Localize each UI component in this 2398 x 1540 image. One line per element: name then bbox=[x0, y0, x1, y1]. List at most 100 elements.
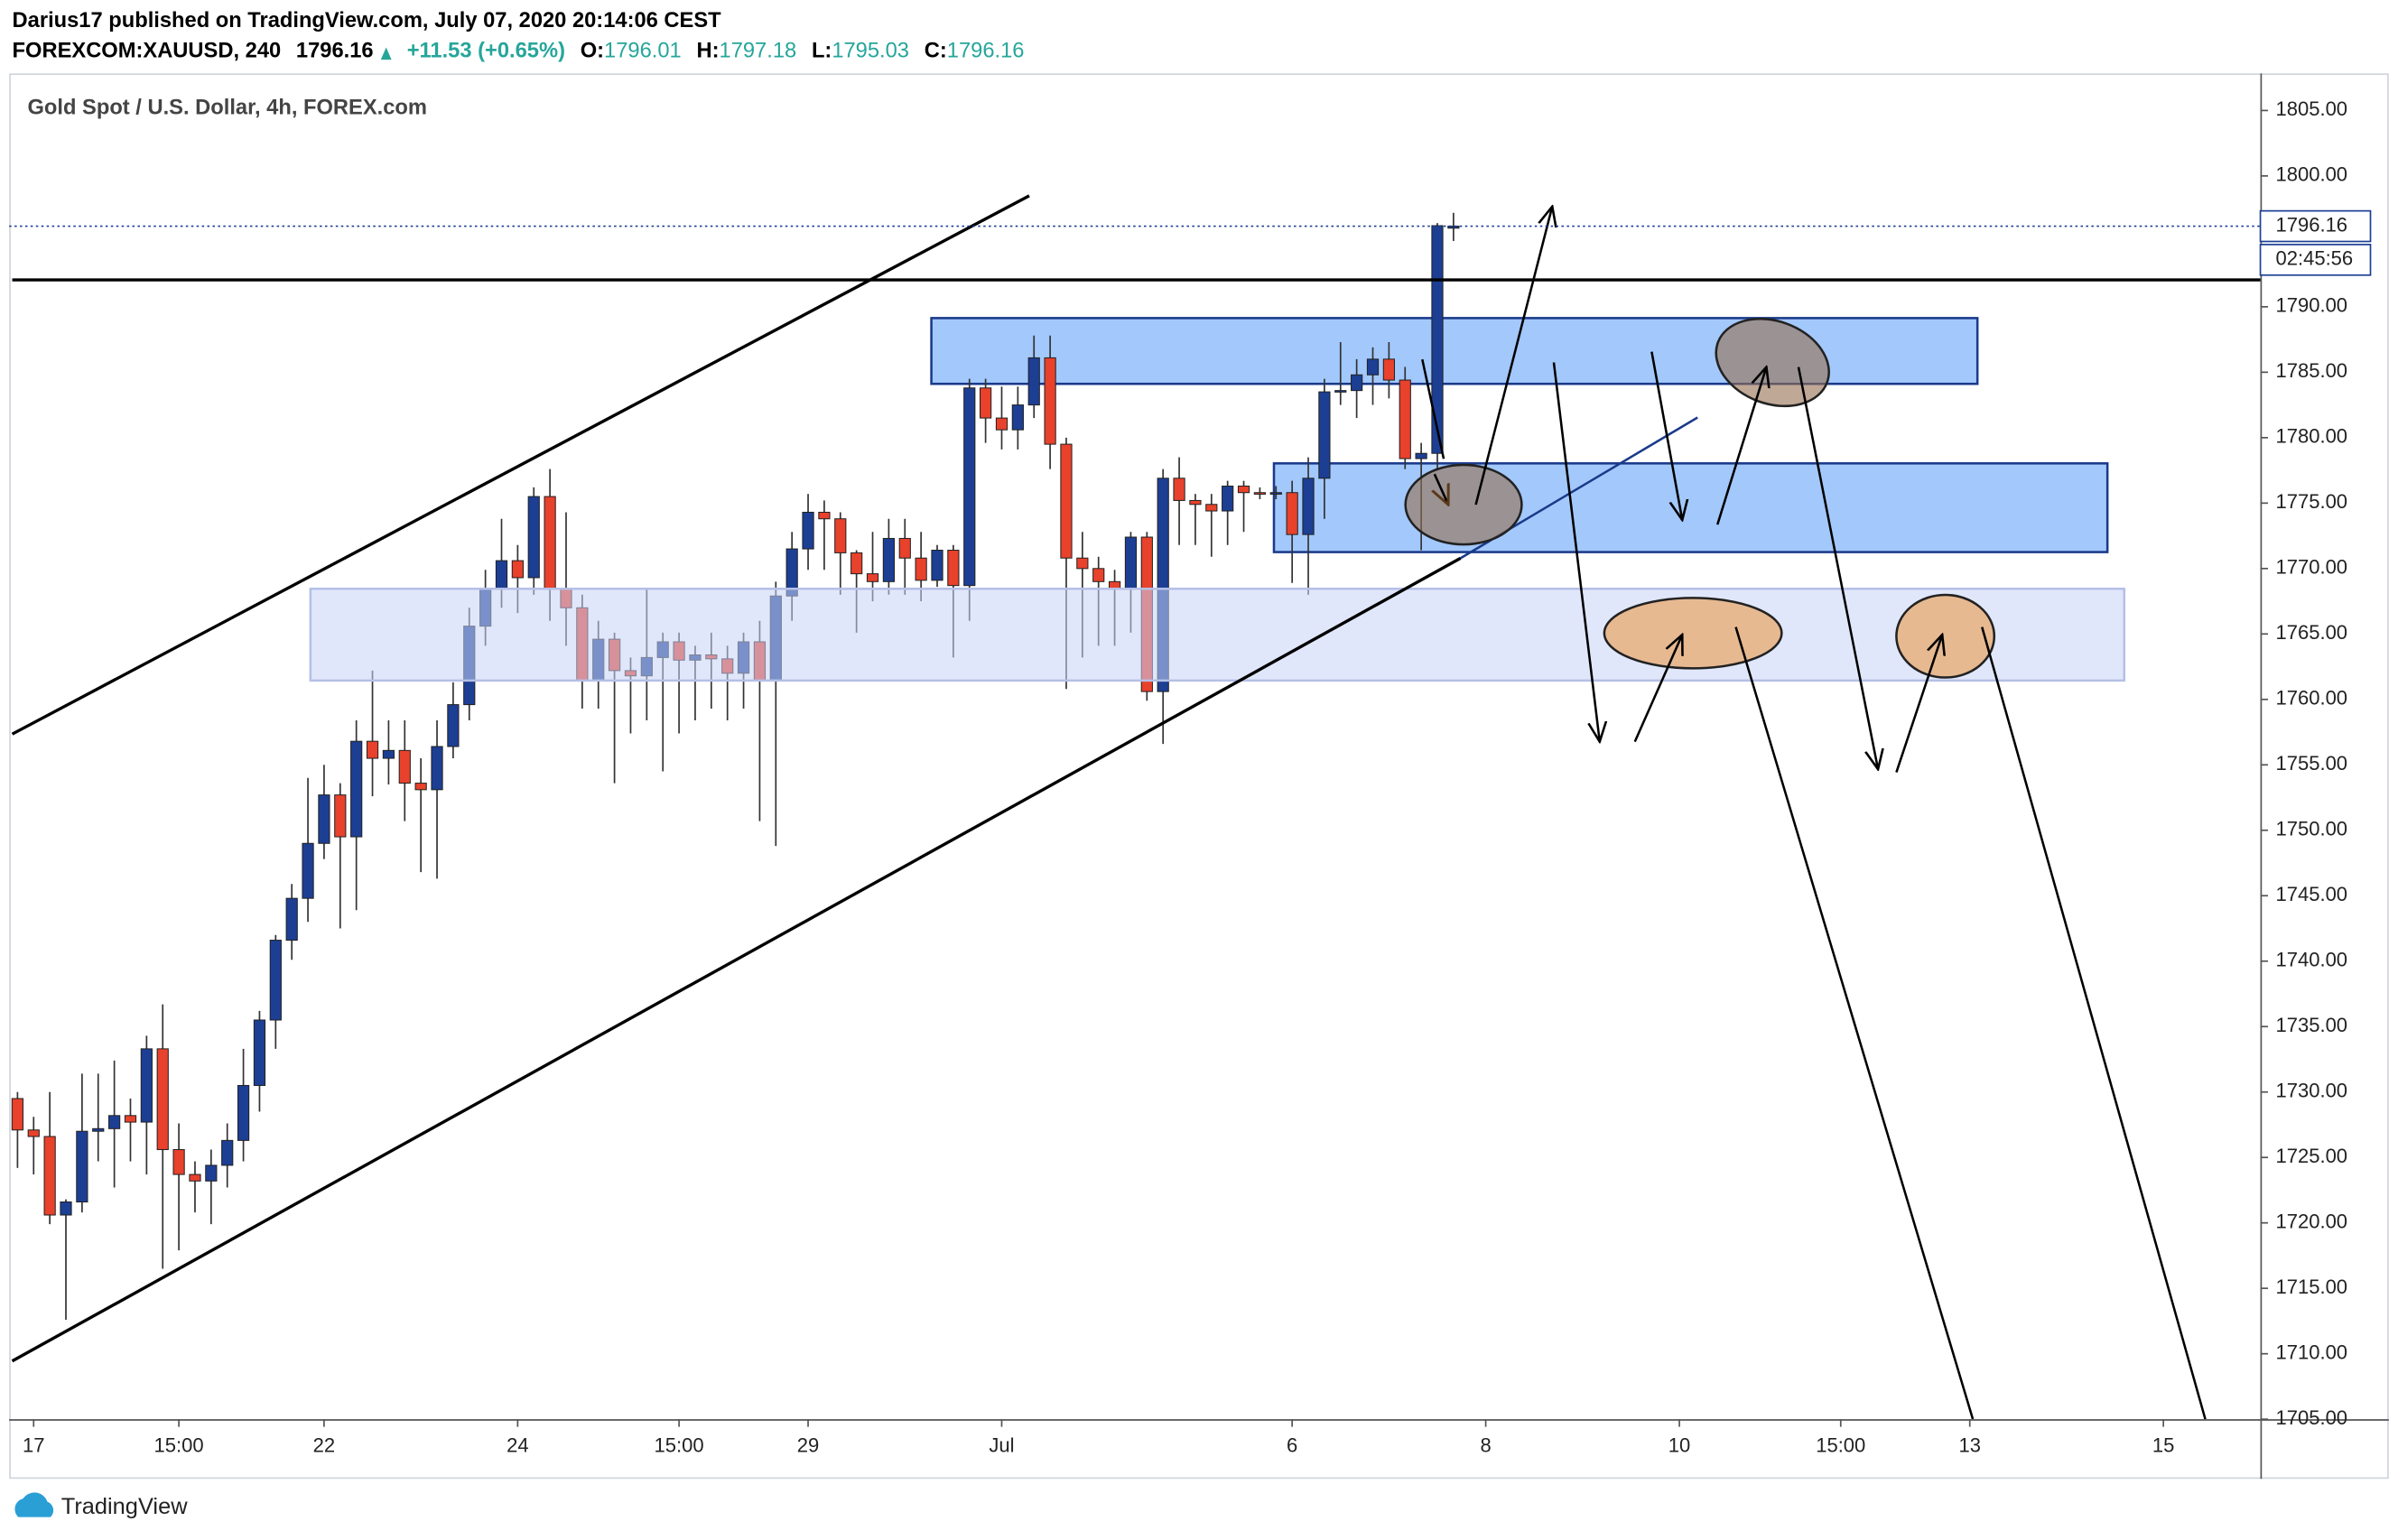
countdown-badge bbox=[2259, 244, 2372, 276]
arrow bbox=[1716, 367, 1766, 525]
candle-body bbox=[1222, 485, 1234, 512]
arrows bbox=[1421, 207, 2207, 1420]
x-tick-label: 10 bbox=[1668, 1433, 1690, 1456]
y-tick-label: 1750.00 bbox=[2275, 818, 2347, 840]
y-tick-label: 1755.00 bbox=[2275, 752, 2347, 775]
last-price-label: 1796.16 bbox=[2275, 213, 2347, 236]
candle-body bbox=[27, 1129, 40, 1137]
x-tick-label: 15 bbox=[2152, 1433, 2174, 1456]
candle-body bbox=[350, 740, 363, 838]
candle-body bbox=[1382, 358, 1395, 381]
candle-body bbox=[1286, 492, 1298, 535]
ellipse bbox=[1603, 597, 1783, 670]
candle-body bbox=[285, 897, 298, 942]
candle-body bbox=[189, 1174, 201, 1182]
candle-body bbox=[511, 560, 524, 579]
candle-body bbox=[834, 518, 847, 553]
y-tick-label: 1780.00 bbox=[2275, 425, 2347, 448]
y-tick-label: 1705.00 bbox=[2275, 1406, 2347, 1429]
candle-body bbox=[995, 417, 1008, 431]
candle-body bbox=[382, 749, 395, 759]
ohlc-value: 1795.03 bbox=[832, 40, 909, 63]
candle-body bbox=[447, 704, 460, 747]
arrow bbox=[1734, 626, 1975, 1420]
y-tick-label: 1730.00 bbox=[2275, 1080, 2347, 1102]
candle-body bbox=[1431, 225, 1444, 454]
candle-body bbox=[495, 560, 508, 589]
candle-body bbox=[124, 1115, 137, 1123]
arrow bbox=[1650, 351, 1682, 520]
x-tick-label: 6 bbox=[1287, 1433, 1297, 1456]
candle-body bbox=[866, 573, 879, 582]
x-tick-label: 8 bbox=[1480, 1433, 1491, 1456]
ohlc-label: L: bbox=[812, 40, 832, 63]
support-zone bbox=[1272, 462, 2109, 553]
arrow bbox=[1895, 635, 1942, 773]
candle-body bbox=[172, 1149, 185, 1175]
candle-body bbox=[1076, 557, 1089, 570]
candle-body bbox=[850, 552, 863, 575]
x-tick-label: Jul bbox=[989, 1433, 1014, 1456]
candle-body bbox=[1351, 374, 1363, 392]
up-triangle bbox=[380, 47, 392, 60]
arrow bbox=[1797, 366, 1878, 770]
candle-body bbox=[43, 1136, 56, 1216]
arrow bbox=[1633, 635, 1683, 743]
price: 1796.16 bbox=[296, 40, 374, 63]
candle-body bbox=[253, 1019, 266, 1086]
x-tick-label: 15:00 bbox=[655, 1433, 704, 1456]
ellipse bbox=[1404, 463, 1523, 546]
y-tick-label: 1800.00 bbox=[2275, 163, 2347, 186]
y-tick-label: 1760.00 bbox=[2275, 687, 2347, 710]
candle-body bbox=[1302, 478, 1315, 535]
logo bbox=[14, 1492, 54, 1517]
candle-body bbox=[11, 1098, 24, 1131]
candle-body bbox=[527, 496, 540, 579]
x-tick-label: 15:00 bbox=[154, 1433, 204, 1456]
y-tick-label: 1805.00 bbox=[2275, 97, 2347, 120]
candle-body bbox=[1189, 499, 1202, 506]
arrow bbox=[1552, 362, 1600, 742]
candle-body bbox=[414, 783, 427, 791]
candle-body bbox=[334, 794, 347, 838]
x-tick-label: 15:00 bbox=[1816, 1433, 1865, 1456]
candle-body bbox=[221, 1139, 234, 1166]
candle-body bbox=[802, 511, 814, 550]
logo-icon bbox=[14, 1492, 54, 1517]
ohlc-value: 1796.01 bbox=[604, 40, 682, 63]
pane-frame bbox=[9, 73, 2389, 1480]
candle-body bbox=[1108, 580, 1121, 589]
y-tick-label: 1745.00 bbox=[2275, 883, 2347, 905]
candle-body bbox=[108, 1115, 121, 1129]
arrow bbox=[1421, 358, 1445, 459]
channel-upper bbox=[11, 194, 1030, 736]
symbol: FOREXCOM:XAUUSD, 240 bbox=[13, 40, 282, 63]
candle-body bbox=[1253, 492, 1267, 495]
candle-body bbox=[140, 1048, 153, 1123]
y-tick-label: 1790.00 bbox=[2275, 294, 2347, 317]
candle-body bbox=[366, 740, 379, 759]
candle-body bbox=[1399, 379, 1411, 459]
brand: TradingView bbox=[61, 1494, 188, 1519]
countdown: 02:45:56 bbox=[2275, 247, 2353, 270]
ohlc-label: C: bbox=[925, 40, 947, 63]
candle-body bbox=[60, 1201, 72, 1216]
candle-body bbox=[1366, 358, 1380, 376]
chart-title: Gold Spot / U.S. Dollar, 4h, FOREX.com bbox=[27, 97, 426, 120]
y-tick-label: 1765.00 bbox=[2275, 621, 2347, 644]
arrow bbox=[1474, 207, 1553, 506]
candle-body bbox=[1237, 485, 1250, 494]
candle-body bbox=[1011, 404, 1024, 431]
candle-body bbox=[544, 496, 556, 589]
candle-body bbox=[1205, 504, 1218, 512]
candle-body bbox=[947, 550, 960, 587]
drawings bbox=[11, 194, 2261, 1420]
last-price-badge bbox=[2259, 209, 2372, 243]
y-tick-label: 1775.00 bbox=[2275, 490, 2347, 513]
candle-body bbox=[980, 387, 992, 419]
ellipse bbox=[1895, 593, 1996, 679]
ohlc-value: 1797.18 bbox=[720, 40, 797, 63]
x-tick-label: 24 bbox=[507, 1433, 528, 1456]
x-tick-label: 17 bbox=[23, 1433, 44, 1456]
